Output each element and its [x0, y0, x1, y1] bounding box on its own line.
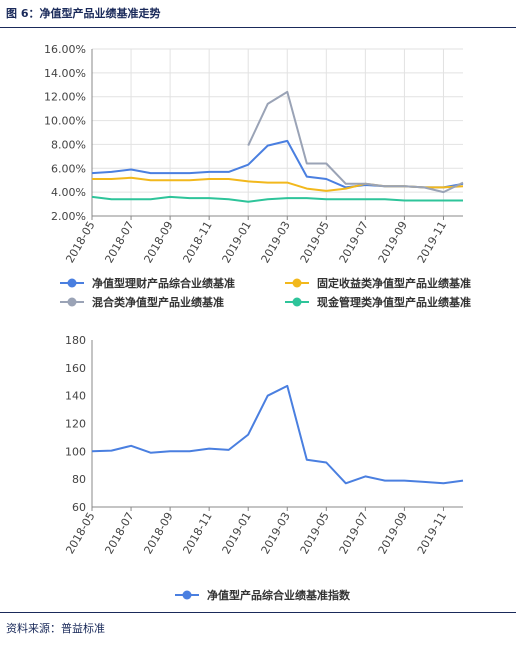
y-tick-label: 4.00%	[51, 186, 86, 199]
legend-swatch-marker	[67, 278, 77, 288]
legend-swatch-marker	[182, 590, 192, 600]
series-line-3	[247, 90, 464, 194]
header-rule	[0, 27, 516, 28]
x-tick-label: 2019-07	[337, 510, 371, 556]
legend-label: 净值型产品综合业绩基准指数	[207, 588, 351, 602]
y-tick-label: 12.00%	[44, 91, 86, 104]
x-tick-label: 2019-03	[259, 219, 293, 265]
x-tick-label: 2019-01	[220, 219, 254, 265]
x-tick-label: 2019-11	[415, 510, 449, 556]
footer-rule	[0, 612, 516, 613]
x-tick-label: 2019-07	[337, 219, 371, 265]
y-tick-label: 140	[65, 390, 86, 403]
x-tick-label: 2018-05	[63, 510, 97, 556]
x-tick-label: 2019-05	[298, 219, 332, 265]
x-tick-label: 2018-11	[181, 510, 215, 556]
y-tick-label: 14.00%	[44, 67, 86, 80]
y-tick-label: 180	[65, 334, 86, 347]
y-tick-label: 80	[72, 473, 86, 486]
x-tick-label: 2018-05	[63, 219, 97, 265]
y-tick-label: 120	[65, 418, 86, 431]
x-tick-label: 2018-07	[102, 510, 136, 556]
legend-swatch-marker	[292, 297, 302, 307]
x-tick-label: 2018-07	[102, 219, 136, 265]
legend-label: 固定收益类净值型产品业绩基准	[317, 276, 471, 290]
benchmark-index-line-chart: 60 80 100 120 140 160 180 2018-05 2018-07 2018-09…	[63, 334, 464, 602]
x-tick-label: 2019-11	[415, 219, 449, 265]
series-line-4	[91, 195, 463, 203]
legend-label: 净值型理财产品综合业绩基准	[92, 276, 235, 290]
y-tick-label: 60	[72, 501, 86, 514]
series-line-2	[92, 176, 464, 192]
legend-label: 现金管理类净值型产品业绩基准	[317, 295, 471, 309]
y-tick-label: 10.00%	[44, 115, 86, 128]
x-tick-label: 2018-09	[141, 510, 175, 556]
x-tick-label: 2019-09	[376, 510, 410, 556]
y-tick-label: 16.00%	[44, 43, 86, 56]
x-tick-label: 2019-03	[259, 510, 293, 556]
x-tick-label: 2018-09	[141, 219, 175, 265]
y-tick-label: 2.00%	[51, 210, 86, 223]
x-tick-label: 2019-09	[376, 219, 410, 265]
series-line-1	[91, 384, 464, 485]
legend-label: 混合类净值型产品业绩基准	[92, 295, 224, 309]
legend-swatch-marker	[67, 297, 77, 307]
x-tick-label: 2019-01	[220, 510, 254, 556]
y-tick-label: 100	[65, 445, 86, 458]
x-tick-label: 2018-11	[181, 219, 215, 265]
y-tick-label: 8.00%	[51, 138, 86, 151]
source-note: 资料来源：普益标准	[6, 622, 105, 635]
benchmark-rate-line-chart: 2.00% 4.00% 6.00% 8.00% 10.00% 12.00% 14.00% 16…	[44, 43, 471, 309]
figure-title: 图 6：净值型产品业绩基准走势	[6, 7, 161, 20]
x-tick-label: 2019-05	[298, 510, 332, 556]
y-tick-label: 160	[65, 362, 86, 375]
legend-swatch-marker	[292, 278, 302, 288]
y-tick-label: 6.00%	[51, 162, 86, 175]
